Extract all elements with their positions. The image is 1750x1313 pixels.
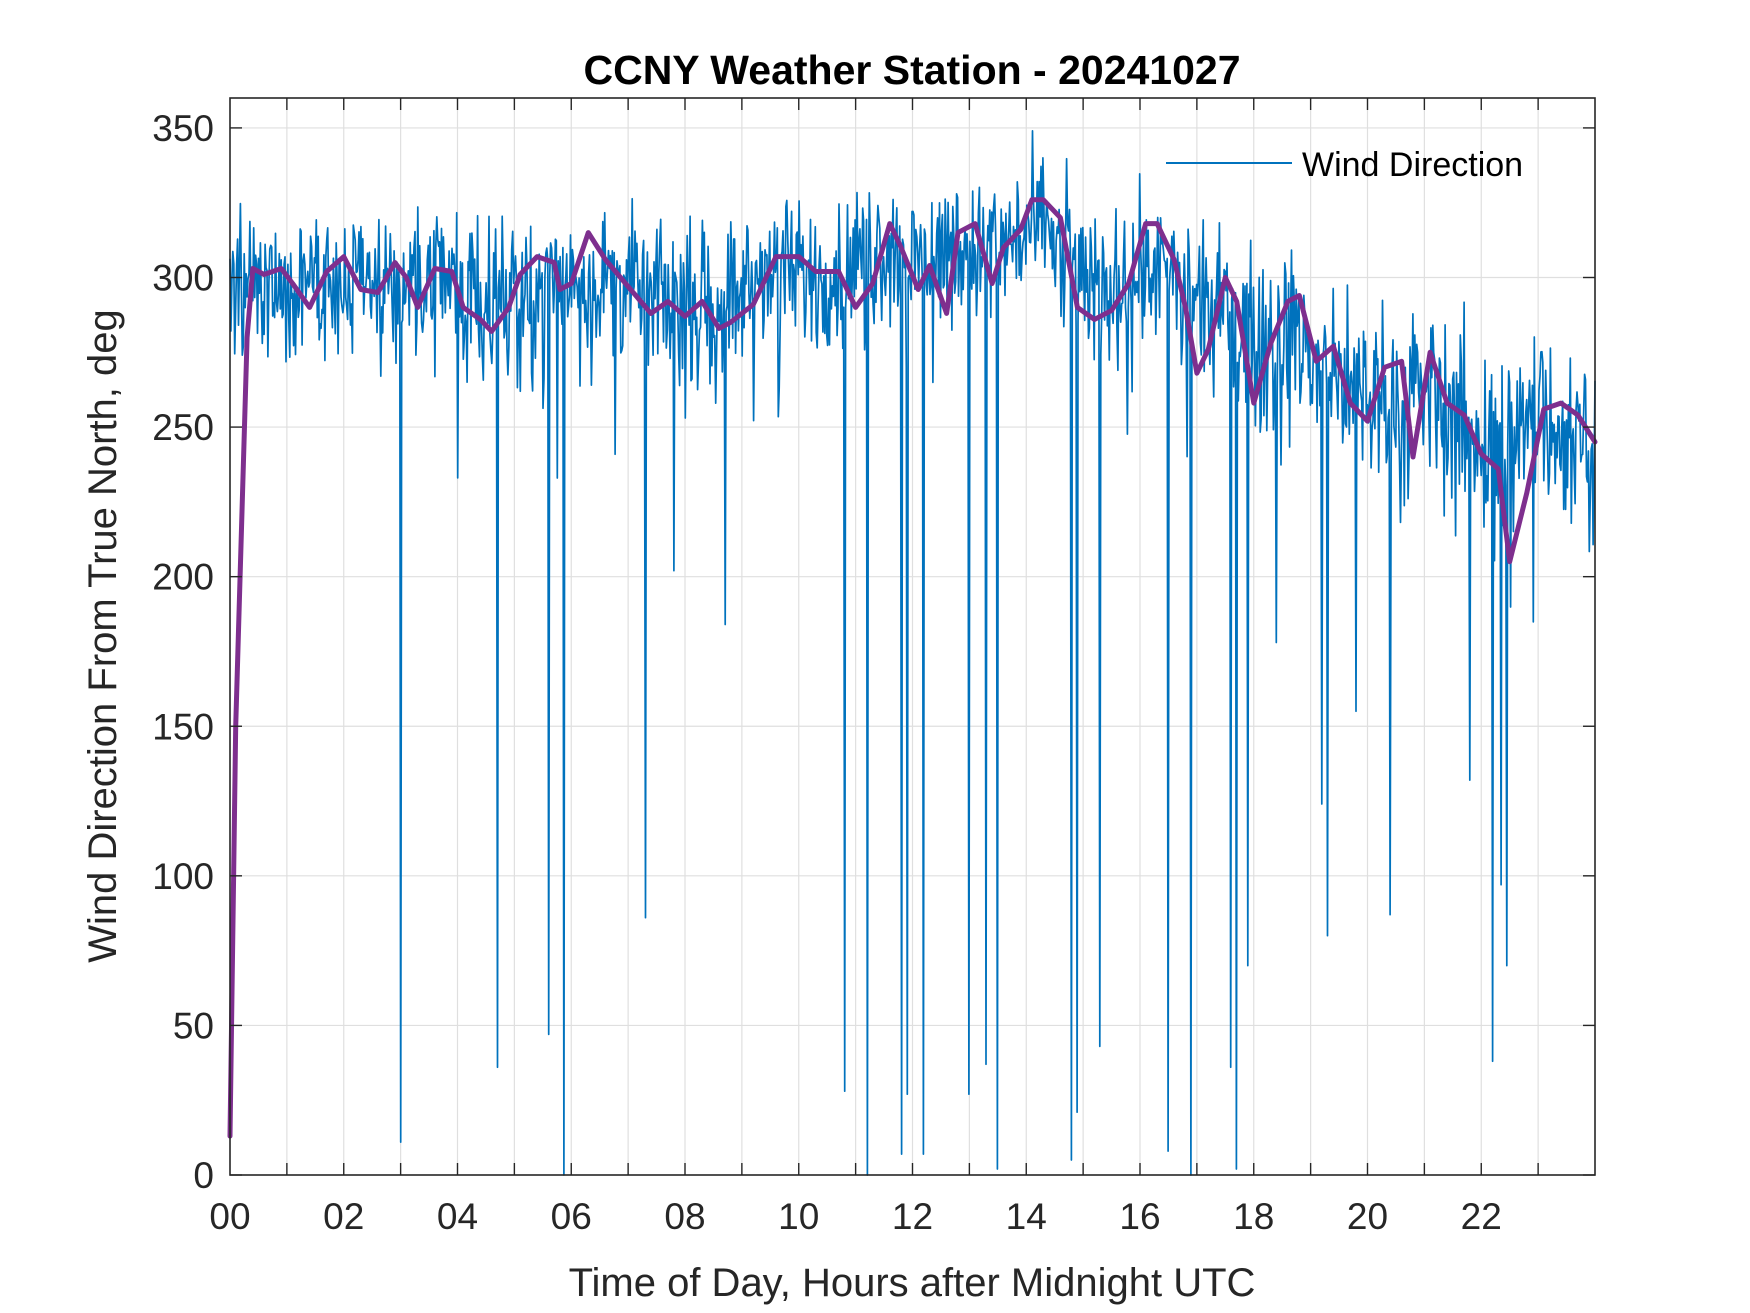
x-axis-label: Time of Day, Hours after Midnight UTC (569, 1261, 1256, 1305)
series-line-wind-direction (229, 130, 1596, 1176)
x-tick-label: 06 (551, 1196, 592, 1237)
series-layer (227, 130, 1598, 1176)
x-tick-label: 16 (1119, 1196, 1160, 1237)
y-axis-label: Wind Direction From True North, deg (81, 309, 125, 963)
legend-label-wind-direction: Wind Direction (1302, 146, 1523, 184)
series-line-smoothed-wind-direction (227, 197, 1598, 1139)
x-tick-label: 20 (1347, 1196, 1388, 1237)
x-tick-label: 18 (1233, 1196, 1274, 1237)
x-tick-label: 04 (437, 1196, 478, 1237)
x-tick-label: 12 (892, 1196, 933, 1237)
axis-ticks: 00 02 04 06 08 10 12 14 16 18 20 22 0 50 100 150 200 250 3… (152, 98, 1595, 1237)
chart-title: CCNY Weather Station - 20241027 (583, 47, 1240, 93)
y-tick-label: 0 (193, 1155, 214, 1196)
y-tick-label: 200 (152, 557, 214, 598)
y-tick-label: 50 (173, 1005, 214, 1046)
x-tick-label: 08 (664, 1196, 705, 1237)
y-tick-label: 250 (152, 407, 214, 448)
x-tick-label: 22 (1461, 1196, 1502, 1237)
y-tick-label: 100 (152, 856, 214, 897)
x-tick-label: 00 (209, 1196, 250, 1237)
x-tick-label: 10 (778, 1196, 819, 1237)
y-tick-label: 350 (152, 108, 214, 149)
x-tick-label: 02 (323, 1196, 364, 1237)
legend: Wind Direction (1166, 146, 1523, 184)
x-tick-label: 14 (1006, 1196, 1047, 1237)
y-tick-label: 300 (152, 258, 214, 299)
y-tick-label: 150 (152, 706, 214, 747)
